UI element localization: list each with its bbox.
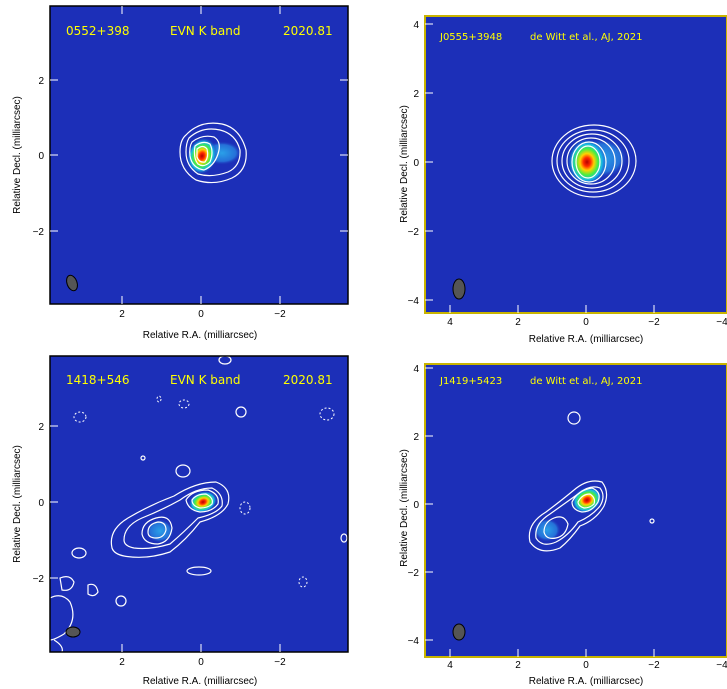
x-tick: 2	[119, 309, 125, 320]
x-tick: 0	[198, 309, 204, 320]
y-tick: 0	[38, 151, 44, 162]
x-tick: −4	[716, 660, 727, 671]
x-axis-label: Relative R.A. (milliarcsec)	[529, 334, 643, 345]
y-tick: −4	[408, 296, 420, 307]
tick-marks	[425, 367, 655, 657]
y-tick: −2	[33, 227, 45, 238]
source-emission	[551, 124, 637, 198]
x-axis-label: Relative R.A. (milliarcsec)	[529, 676, 643, 687]
y-tick: −4	[408, 636, 420, 647]
y-tick: 0	[38, 498, 44, 509]
y-tick: 4	[413, 20, 419, 31]
x-tick: 0	[583, 660, 589, 671]
source-name: 0552+398	[66, 24, 130, 38]
y-axis-label: Relative Decl. (milliarcsec)	[399, 105, 410, 223]
contour-lines	[528, 411, 655, 552]
x-axis-label: Relative R.A. (milliarcsec)	[143, 676, 257, 687]
x-tick: 2	[515, 317, 521, 328]
contour-lines	[50, 356, 348, 652]
band-label: EVN K band	[170, 24, 240, 38]
source-name: J0555+3948	[439, 32, 502, 43]
contour-lines	[179, 122, 247, 184]
x-tick: −2	[274, 309, 286, 320]
y-tick: 2	[38, 422, 44, 433]
beam-ellipse	[66, 274, 78, 292]
plot-frame	[424, 15, 727, 314]
x-tick: 2	[119, 657, 125, 668]
plot-frame	[49, 355, 349, 653]
contour-lines	[551, 124, 637, 198]
reference-label: de Witt et al., AJ, 2021	[530, 376, 642, 387]
y-axis-label: Relative Decl. (milliarcsec)	[12, 445, 23, 563]
plot-frame	[424, 363, 727, 658]
x-tick: 0	[198, 657, 204, 668]
beam-ellipse	[452, 278, 466, 300]
panel-4: J1419+5423 de Witt et al., AJ, 2021 4 2 …	[399, 363, 727, 687]
tick-marks	[50, 425, 281, 652]
source-emission	[179, 122, 247, 184]
x-tick: 2	[515, 660, 521, 671]
reference-label: de Witt et al., AJ, 2021	[530, 32, 642, 43]
panel-2: J0555+3948 de Witt et al., AJ, 2021 4 2 …	[399, 15, 727, 345]
tick-marks	[425, 23, 655, 313]
x-tick: 4	[447, 317, 453, 328]
y-tick: −2	[33, 574, 45, 585]
tick-marks	[50, 6, 348, 304]
beam-ellipse	[452, 623, 466, 641]
source-emission	[528, 411, 655, 552]
x-axis-label: Relative R.A. (milliarcsec)	[143, 330, 257, 341]
source-name: J1419+5423	[439, 376, 502, 387]
panel-3: 1418+546 EVN K band 2020.81 2 0 −2 2 0 −…	[12, 355, 349, 687]
y-tick: −2	[408, 568, 420, 579]
y-tick: −2	[408, 227, 420, 238]
y-tick: 2	[38, 76, 44, 87]
epoch-label: 2020.81	[283, 24, 333, 38]
source-name: 1418+546	[66, 373, 130, 387]
x-tick: 4	[447, 660, 453, 671]
x-tick: −4	[716, 317, 727, 328]
band-label: EVN K band	[170, 373, 240, 387]
x-tick: −2	[648, 660, 660, 671]
y-tick: 4	[413, 364, 419, 375]
y-axis-label: Relative Decl. (milliarcsec)	[399, 449, 410, 567]
x-tick: −2	[648, 317, 660, 328]
epoch-label: 2020.81	[283, 373, 333, 387]
negative-contours	[73, 395, 335, 588]
y-tick: 0	[413, 500, 419, 511]
y-tick: 2	[413, 432, 419, 443]
y-tick: 2	[413, 89, 419, 100]
panel-1: 0552+398 EVN K band 2020.81 2 0 −2 2 0 −…	[12, 5, 349, 341]
beam-ellipse	[65, 626, 81, 638]
x-tick: 0	[583, 317, 589, 328]
y-tick: 0	[413, 158, 419, 169]
x-tick: −2	[274, 657, 286, 668]
y-axis-label: Relative Decl. (milliarcsec)	[12, 96, 23, 214]
source-emission	[50, 356, 348, 652]
